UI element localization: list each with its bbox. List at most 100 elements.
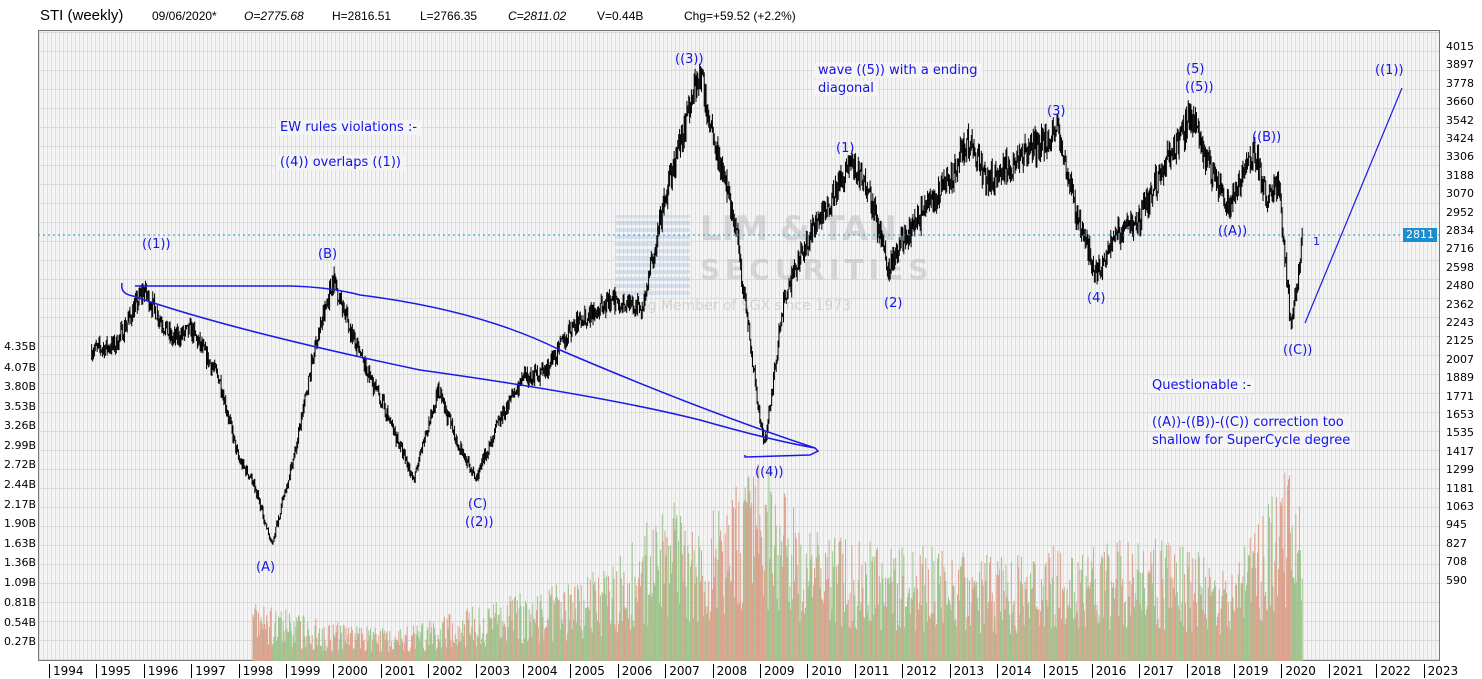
volume-tick-label: 4.35B xyxy=(3,340,36,354)
price-tick-label: 2243 xyxy=(1446,316,1474,330)
year-tick-label: 2000 xyxy=(333,664,368,678)
year-tick-label: 2008 xyxy=(712,664,747,678)
year-tick-label: 2010 xyxy=(807,664,842,678)
wave-label: ((A)) xyxy=(1218,224,1248,239)
price-tick-label: 2952 xyxy=(1446,205,1474,219)
volume-tick-label: 1.90B xyxy=(3,517,36,531)
wave-label: (A) xyxy=(256,560,276,575)
price-tick-label: 2007 xyxy=(1446,352,1474,366)
year-tick-label: 2015 xyxy=(1044,664,1079,678)
year-tick-label: 2022 xyxy=(1376,664,1411,678)
year-tick-label: 2013 xyxy=(949,664,984,678)
price-tick-label: 3306 xyxy=(1446,150,1474,164)
year-tick-label: 2007 xyxy=(665,664,700,678)
year-tick-label: 2021 xyxy=(1328,664,1363,678)
price-tick-label: 1535 xyxy=(1446,426,1474,440)
wave-label: (C) xyxy=(468,497,488,512)
volume-tick-label: 3.26B xyxy=(3,419,36,433)
price-tick-label: 1181 xyxy=(1446,481,1474,495)
year-tick-label: 1996 xyxy=(143,664,178,678)
high-value: H=2816.51 xyxy=(332,9,392,23)
price-tick-label: 2125 xyxy=(1446,334,1474,348)
price-tick-label: 1417 xyxy=(1446,444,1474,458)
wave-label: 1 xyxy=(1313,235,1320,248)
wave-label: ((1)) xyxy=(142,237,171,252)
chart-header: STI (weekly) 09/06/2020* O=2775.68 H=281… xyxy=(0,0,1482,30)
price-tick-label: 1889 xyxy=(1446,371,1474,385)
wave-label: (1) xyxy=(836,141,855,156)
note-text: EW rules violations :- xyxy=(276,120,422,135)
year-tick-label: 2012 xyxy=(902,664,937,678)
volume-tick-label: 0.54B xyxy=(3,615,36,629)
low-value: L=2766.35 xyxy=(420,9,478,23)
volume-tick-label: 0.81B xyxy=(3,596,36,609)
wave-label: (2) xyxy=(884,296,903,311)
year-tick-label: 2006 xyxy=(617,664,652,678)
price-tick-label: 3424 xyxy=(1446,132,1474,146)
lower-channel-line xyxy=(120,282,820,458)
note-text: shallow for SuperCycle degree xyxy=(1148,433,1355,448)
volume-tick-label: 1.09B xyxy=(3,575,36,589)
price-tick-label: 2834 xyxy=(1446,224,1474,237)
wave-label: ((2)) xyxy=(465,515,494,530)
change-value: Chg=+59.52 (+2.2%) xyxy=(684,9,796,23)
volume-tick-label: 2.99B xyxy=(3,438,36,452)
note-text: diagonal xyxy=(814,81,878,96)
year-tick-label: 2017 xyxy=(1139,664,1174,678)
price-tick-label: 1063 xyxy=(1446,499,1474,513)
price-tick-label: 3070 xyxy=(1446,187,1474,201)
year-tick-label: 2019 xyxy=(1234,664,1269,678)
wave-label: ((1)) xyxy=(1375,63,1404,78)
wave-label: ((4)) xyxy=(755,465,784,480)
price-tick-label: 827 xyxy=(1446,536,1467,550)
wave-label: ((3)) xyxy=(675,52,704,67)
wave-label: ((C)) xyxy=(1283,343,1313,358)
price-tick-label: 3897 xyxy=(1446,58,1474,72)
volume-tick-label: 2.17B xyxy=(3,497,36,511)
volume-tick-label: 2.72B xyxy=(3,458,36,472)
volume-tick-label: 3.80B xyxy=(3,380,36,394)
year-tick-label: 1995 xyxy=(96,664,131,678)
wave-label: (3) xyxy=(1047,104,1066,119)
symbol-title: STI (weekly) xyxy=(40,7,124,24)
volume-value: V=0.44B xyxy=(597,9,644,23)
price-tick-label: 2480 xyxy=(1446,279,1474,293)
year-tick-label: 1998 xyxy=(238,664,273,678)
close-value: C=2811.02 xyxy=(508,9,567,23)
volume-tick-label: 0.27B xyxy=(3,635,36,648)
year-tick-label: 1994 xyxy=(49,664,84,678)
wave-label: ((5)) xyxy=(1185,80,1214,95)
price-tick-label: 1653 xyxy=(1446,408,1474,421)
price-tick-label: 3778 xyxy=(1446,76,1474,90)
year-tick-label: 2001 xyxy=(380,664,415,678)
year-tick-label: 2005 xyxy=(570,664,605,678)
volume-tick-label: 1.36B xyxy=(3,556,36,570)
last-price-label: 2811 xyxy=(1403,228,1437,242)
bar-date: 09/06/2020* xyxy=(152,9,217,23)
price-tick-label: 3188 xyxy=(1446,168,1474,182)
projection-line xyxy=(1304,87,1403,324)
price-tick-label: 2716 xyxy=(1446,242,1474,256)
price-tick-label: 590 xyxy=(1446,573,1467,587)
upper-channel-line xyxy=(135,285,816,449)
year-tick-label: 2003 xyxy=(475,664,510,678)
year-tick-label: 2018 xyxy=(1186,664,1221,678)
volume-tick-label: 1.63B xyxy=(3,536,36,550)
year-tick-label: 2004 xyxy=(523,664,558,678)
year-tick-label: 2016 xyxy=(1091,664,1126,678)
price-tick-label: 1299 xyxy=(1446,463,1474,477)
volume-tick-label: 3.53B xyxy=(3,399,36,413)
note-text: wave ((5)) with a ending xyxy=(814,63,982,78)
wave-label: (5) xyxy=(1186,62,1205,77)
note-text: Questionable :- xyxy=(1148,378,1256,393)
year-tick-label: 2014 xyxy=(997,664,1032,678)
price-tick-label: 4015 xyxy=(1446,40,1474,53)
year-tick-label: 2023 xyxy=(1423,664,1458,678)
price-tick-label: 2598 xyxy=(1446,260,1474,274)
open-value: O=2775.68 xyxy=(244,9,304,23)
wave-label: (B) xyxy=(318,247,338,262)
price-tick-label: 3542 xyxy=(1446,113,1474,127)
price-tick-label: 708 xyxy=(1446,555,1467,569)
wave-label: ((B)) xyxy=(1252,130,1282,145)
volume-tick-label: 2.44B xyxy=(3,478,36,492)
